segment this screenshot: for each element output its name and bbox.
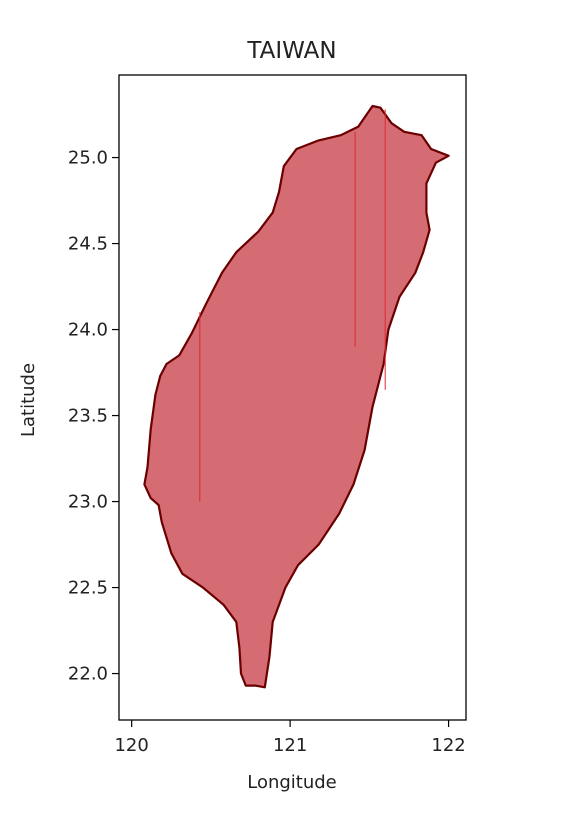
y-tick-label: 22.5 <box>68 578 108 599</box>
x-axis: 120 121 122 <box>114 720 466 756</box>
plot-area <box>143 104 450 689</box>
y-tick-label: 24.5 <box>68 234 108 255</box>
chart-title: TAIWAN <box>246 38 336 64</box>
axes-frame <box>118 74 467 721</box>
x-axis-label: Longitude <box>247 772 337 793</box>
taiwan-region <box>143 104 450 689</box>
y-tick-label: 24.0 <box>68 320 108 341</box>
y-tick-label: 23.5 <box>68 406 108 427</box>
y-axis-label: Latitude <box>18 363 39 437</box>
y-tick-label: 25.0 <box>68 148 108 169</box>
x-tick-label: 120 <box>114 735 148 756</box>
y-tick-label: 23.0 <box>68 492 108 513</box>
y-axis: 22.0 22.5 23.0 23.5 24.0 24.5 25.0 <box>68 148 119 685</box>
x-tick-label: 121 <box>273 735 307 756</box>
y-tick-label: 22.0 <box>68 664 108 685</box>
x-tick-label: 122 <box>431 735 465 756</box>
